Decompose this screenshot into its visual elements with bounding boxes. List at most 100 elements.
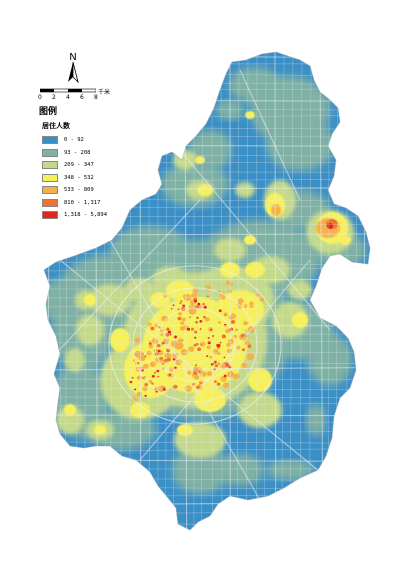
density-hotspot [214,380,217,383]
density-hotspot [231,320,235,324]
density-hotspot [187,328,190,331]
density-hotspot [197,303,200,306]
density-patch [65,348,85,372]
legend-swatch [42,211,58,219]
road-segment [40,460,375,461]
density-hotspot [228,339,234,344]
legend-field-name: 居住人数 [42,121,144,131]
density-patch [110,226,190,274]
density-hotspot [208,337,210,339]
density-hotspot [157,344,161,347]
density-hotspot [195,321,198,324]
road-segment [40,73,375,76]
scale-tick: 4 [66,94,70,101]
legend-label: 93 - 208 [64,150,91,156]
density-hotspot [163,388,166,391]
density-patch [76,314,104,346]
density-hotspot [223,383,229,388]
legend-item: 1,318 - 5,894 [42,209,144,222]
density-hotspot [137,392,142,397]
density-hotspot [178,312,182,315]
legend-swatch [42,199,58,207]
density-hotspot [166,328,170,331]
legend-swatch [42,186,58,194]
scale-tick: 2 [52,94,56,101]
legend-label: 0 - 92 [64,137,84,143]
density-hotspot [197,347,201,351]
density-hotspot [194,331,197,334]
legend-swatch [42,149,58,157]
density-hotspot [196,386,200,389]
density-hotspot [224,357,226,359]
density-hotspot [164,359,168,363]
density-hotspot [191,328,194,331]
density-hotspot [131,377,133,379]
legend-label: 1,318 - 5,894 [64,212,107,218]
density-hotspot [157,376,159,378]
density-hotspot [249,302,253,306]
road-segment [40,523,375,526]
density-hotspot [173,304,175,306]
legend-swatch [42,161,58,169]
density-patch [339,235,351,245]
density-hotspot [160,357,163,360]
density-hotspot [160,333,163,336]
scale-unit: 千米 [98,87,110,96]
scale-tick: 0 [38,94,42,101]
density-hotspot [242,348,245,351]
density-hotspot [217,383,221,386]
density-hotspot [180,326,185,331]
density-hotspot [218,363,220,365]
density-patch [229,67,281,103]
density-hotspot [144,355,146,357]
legend-title: 图例 [39,104,144,117]
legend-label: 209 - 347 [64,162,94,168]
density-hotspot [184,294,192,301]
density-patch [177,424,193,436]
density-patch [110,328,130,352]
road-segment [356,50,357,530]
density-hotspot [246,353,254,360]
legend-item: 810 - 1,317 [42,197,144,210]
legend-item: 0 - 92 [42,134,144,147]
density-hotspot [224,375,227,378]
density-hotspot [171,308,173,310]
density-hotspot [189,304,197,311]
legend-label: 810 - 1,317 [64,200,100,206]
density-hotspot [196,343,199,346]
density-patch [244,235,256,245]
density-hotspot [217,352,221,355]
density-hotspot [194,337,196,339]
density-patch [306,404,326,436]
density-hotspot [202,303,205,305]
north-arrow: N [62,52,84,90]
density-hotspot [243,321,248,326]
density-patch [84,294,96,306]
legend-swatch [42,174,58,182]
density-hotspot [217,344,220,347]
density-hotspot [204,306,207,309]
road-segment [40,82,375,84]
road-segment [40,55,375,58]
density-hotspot [178,317,182,321]
density-hotspot [192,288,198,293]
density-hotspot [144,395,146,397]
density-hotspot [195,364,197,366]
density-hotspot [207,346,211,350]
density-hotspot [180,321,184,325]
density-hotspot [181,349,188,356]
density-hotspot [179,302,181,304]
density-hotspot [218,321,221,324]
density-patch [235,182,255,198]
density-patch [308,334,352,386]
road-segment [40,415,375,416]
density-hotspot [327,223,333,229]
density-hotspot [200,328,202,330]
density-hotspot [251,305,254,308]
density-hotspot [235,329,238,332]
density-hotspot [147,323,152,327]
density-patch [216,454,264,486]
density-hotspot [194,300,197,303]
